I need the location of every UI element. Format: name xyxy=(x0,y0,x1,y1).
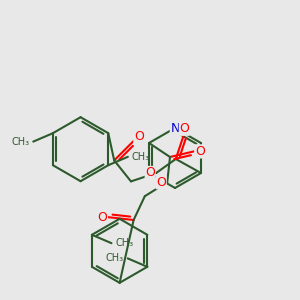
Text: O: O xyxy=(179,122,189,135)
Text: N: N xyxy=(170,122,180,134)
Text: CH₃: CH₃ xyxy=(116,238,134,248)
Text: O: O xyxy=(98,211,107,224)
Text: CH₃: CH₃ xyxy=(132,152,150,162)
Text: CH₃: CH₃ xyxy=(106,254,124,263)
Text: O: O xyxy=(134,130,144,143)
Text: O: O xyxy=(145,167,155,179)
Text: O: O xyxy=(195,145,205,158)
Text: O: O xyxy=(156,176,166,189)
Text: CH₃: CH₃ xyxy=(11,136,29,147)
